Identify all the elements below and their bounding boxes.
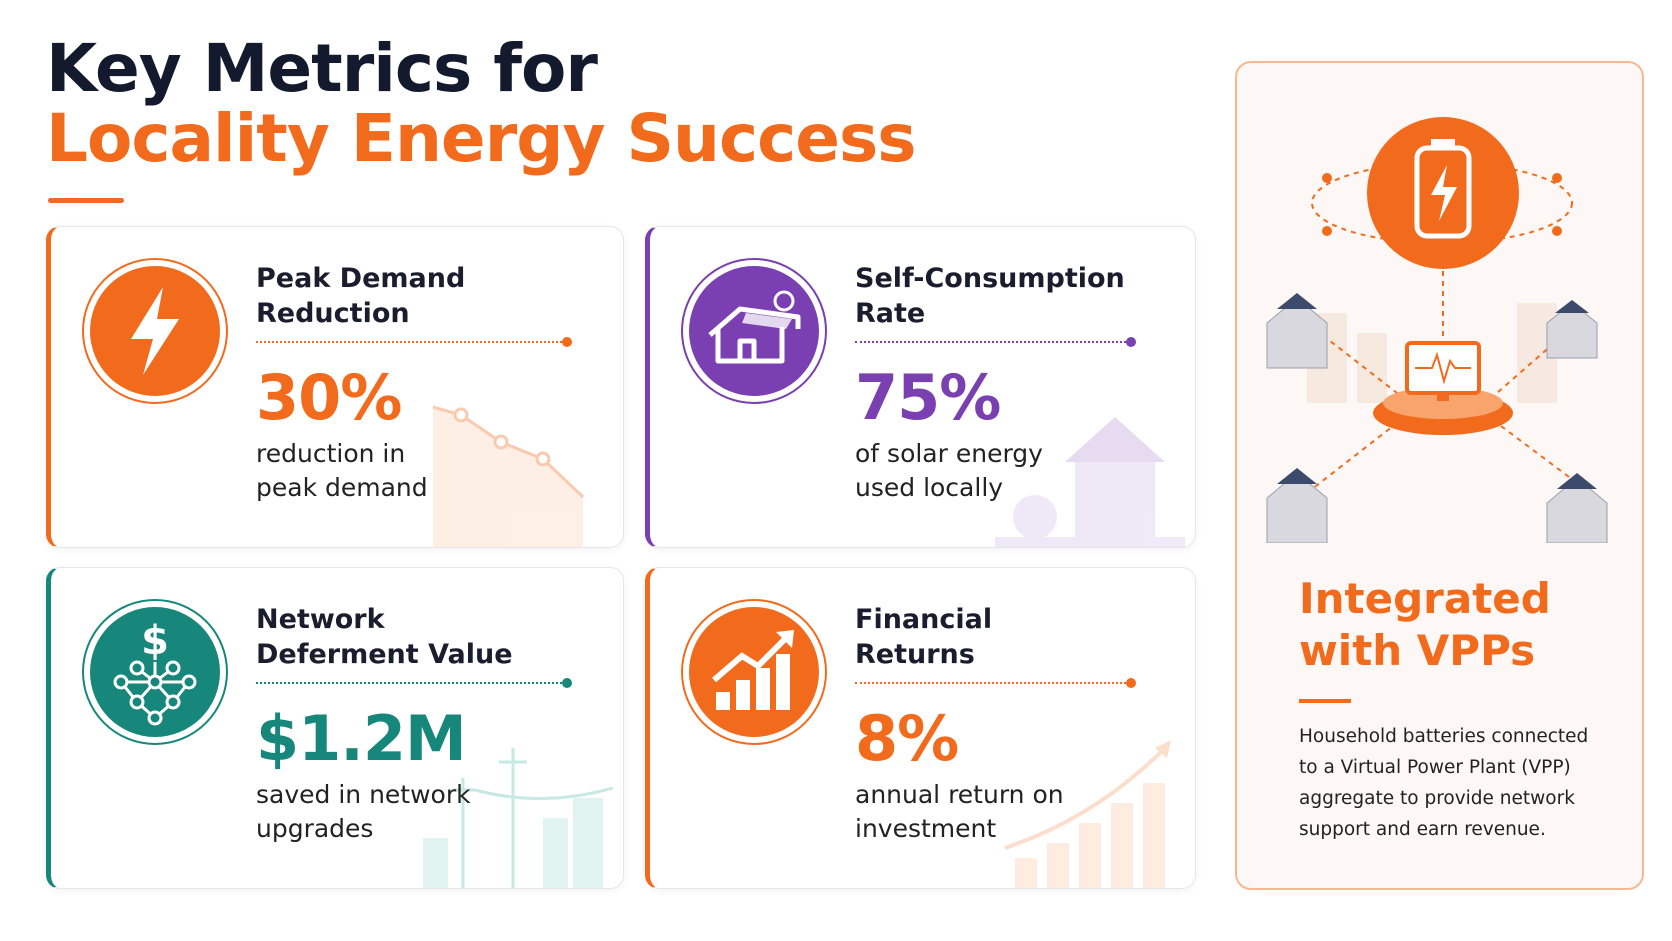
title-rule [48,198,124,203]
description-line: upgrades [256,814,374,843]
metric-card: $ Network Deferment Value $1.2M saved in … [46,567,624,889]
divider [256,337,572,347]
title-line1: Key Metrics for [46,30,598,107]
title-line: Returns [855,639,975,670]
description-line: to a Virtual Power Plant (VPP) [1299,757,1571,778]
sidebar-rule [1299,699,1351,703]
sidebar-title: Integrated with VPPs [1299,573,1551,677]
title-line2: Locality Energy Success [46,100,917,177]
metric-title: Self-Consumption Rate [855,261,1125,331]
metric-value: 8% [855,702,959,775]
description-line: of solar energy [855,439,1043,468]
title-line: Reduction [256,298,410,329]
sidebar-description: Household batteries connected to a Virtu… [1299,721,1588,845]
description-line: reduction in [256,439,406,468]
metric-title: Network Deferment Value [256,602,513,672]
divider [256,678,572,688]
metric-value: 30% [256,361,402,434]
metric-card: Self-Consumption Rate 75% of solar energy… [645,226,1196,548]
metric-description: reduction in peak demand [256,437,428,505]
description-line: Household batteries connected [1299,726,1589,747]
title-line: Financial [855,604,993,635]
title-line: with VPPs [1299,626,1536,675]
decoration [1004,740,1171,888]
description-line: aggregate to provide network [1299,788,1575,809]
metric-card: Peak Demand Reduction 30% reduction in pea… [46,226,624,548]
vpp-illustration [1266,117,1608,543]
title-line: Rate [855,298,926,329]
description-line: investment [855,814,997,843]
divider [855,678,1136,688]
title-line: Self-Consumption [855,263,1125,294]
metric-description: annual return on investment [855,778,1064,846]
svg-text:$: $ [141,618,169,664]
title-line: Network [256,604,385,635]
description-line: annual return on [855,780,1064,809]
title-line: Integrated [1299,574,1551,623]
description-line: support and earn revenue. [1299,819,1546,840]
metric-title: Financial Returns [855,602,992,672]
decoration [995,417,1185,547]
metric-description: of solar energy used locally [855,437,1043,505]
icon [82,258,228,404]
decoration [432,405,585,547]
metric-card: Financial Returns 8% annual return on inve… [645,567,1196,889]
metric-value: $1.2M [256,702,467,775]
title-line: Deferment Value [256,639,513,670]
description-line: used locally [855,473,1004,502]
decoration [423,748,613,888]
icon: $ [82,599,228,745]
title-line: Peak Demand [256,263,466,294]
description-line: saved in network [256,780,471,809]
divider [855,337,1136,347]
metric-value: 75% [855,361,1001,434]
sidebar: Integrated with VPPs Household batteries … [1235,61,1644,890]
icon [681,258,827,404]
description-line: peak demand [256,473,428,502]
metric-title: Peak Demand Reduction [256,261,465,331]
icon [681,599,827,745]
metric-description: saved in network upgrades [256,778,471,846]
